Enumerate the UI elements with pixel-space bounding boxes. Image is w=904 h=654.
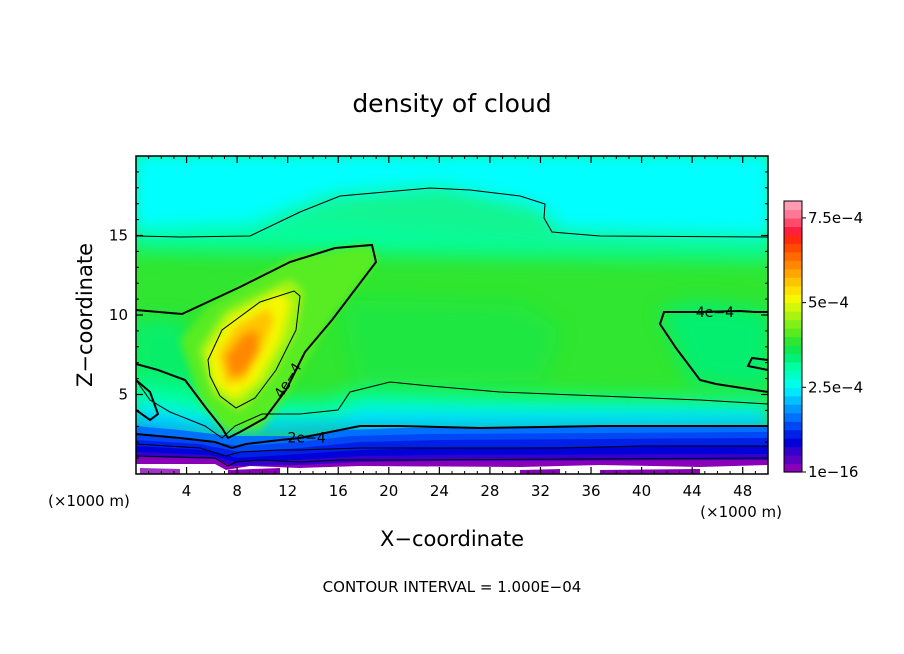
colorbar-swatch xyxy=(784,378,802,388)
colorbar-swatch xyxy=(784,226,802,236)
colorbar-swatch xyxy=(784,319,802,329)
x-axis-title: X−coordinate xyxy=(380,527,524,551)
colorbar-swatch xyxy=(784,455,802,465)
colorbar-frame xyxy=(783,200,803,473)
contour-0-bottom xyxy=(136,455,768,467)
contour-5e-4-core xyxy=(207,290,301,409)
field-band-cyan-top xyxy=(136,156,768,238)
contour-3e-4-top xyxy=(136,187,768,238)
colorbar-ticks: 1e−16 2.5e−4 5e−4 7.5e−4 xyxy=(802,209,863,481)
contour-3e-4-bottom xyxy=(136,379,768,439)
field-core xyxy=(180,244,378,432)
field-band-lower-cyan xyxy=(136,403,768,428)
colorbar-swatch xyxy=(784,421,802,431)
x-tick-label: 28 xyxy=(480,482,499,500)
field-band-lower-mint xyxy=(136,380,768,418)
colorbar-swatch xyxy=(784,387,802,397)
colorbar xyxy=(783,200,803,473)
colorbar-swatch xyxy=(784,243,802,253)
colorbar-swatch xyxy=(784,463,802,473)
bottom-layer-purple-strip-2 xyxy=(228,468,280,474)
colorbar-tick-label: 7.5e−4 xyxy=(808,209,863,227)
contour-label-group: 2e−4 xyxy=(288,430,326,446)
colorbar-swatch xyxy=(784,302,802,312)
x-tick-label: 48 xyxy=(733,482,752,500)
colorbar-swatch xyxy=(784,395,802,405)
colorbar-swatch xyxy=(784,361,802,371)
contour-label: 2e−4 xyxy=(288,430,326,446)
contour-label-group: 4e−4 xyxy=(696,305,734,321)
colorbar-swatch xyxy=(784,438,802,448)
colorbar-swatch xyxy=(784,429,802,439)
y-tick-label: 5 xyxy=(118,386,128,404)
colorbar-tick-label: 1e−16 xyxy=(808,463,858,481)
colorbar-swatch xyxy=(784,268,802,278)
colorbar-swatch xyxy=(784,217,802,228)
x-tick-label: 32 xyxy=(531,482,550,500)
colorbar-swatch xyxy=(784,201,802,211)
x-unit-left: (×1000 m) xyxy=(48,492,130,510)
colorbar-swatch xyxy=(784,412,802,422)
colorbar-swatch xyxy=(784,344,802,355)
bottom-layer-purple-strip-1 xyxy=(140,468,180,474)
colorbar-tick-label: 5e−4 xyxy=(808,294,849,312)
x-axis-ticks: 4 8 12 16 20 24 28 32 36 40 44 48 xyxy=(148,156,756,500)
chart-title: density of cloud xyxy=(352,89,551,118)
contour-4e-4-right-lobe xyxy=(658,309,768,393)
x-tick-label: 24 xyxy=(430,482,449,500)
field-band-light-green xyxy=(136,222,768,262)
contour-lines xyxy=(136,187,768,467)
y-tick-label: 10 xyxy=(109,306,128,324)
x-tick-label: 40 xyxy=(632,482,651,500)
colorbar-tick-label: 2.5e−4 xyxy=(808,378,863,396)
contour-1e-4-bottom xyxy=(136,443,768,457)
colorbar-swatch xyxy=(784,311,802,321)
contour-4e-4-left-lobe xyxy=(136,379,160,422)
colorbar-swatch xyxy=(784,209,802,219)
colorbar-swatch xyxy=(784,336,802,346)
colorbar-swatch xyxy=(784,251,802,261)
contour-interval-note: CONTOUR INTERVAL = 1.000E−04 xyxy=(323,578,582,596)
contour-4e-4-core xyxy=(136,243,378,440)
colorbar-swatch xyxy=(784,285,802,295)
x-tick-label: 20 xyxy=(379,482,398,500)
colorbar-swatch xyxy=(784,234,802,244)
field-region-center xyxy=(340,300,560,385)
colorbar-swatch xyxy=(784,446,802,456)
bottom-layer-purple-strip-4 xyxy=(600,469,700,474)
contour-2e-4-bottom xyxy=(136,425,768,450)
colorbar-swatch xyxy=(784,404,802,414)
y-tick-label: 15 xyxy=(109,227,128,245)
x-unit-right: (×1000 m) xyxy=(700,503,782,521)
colorbar-swatch xyxy=(784,370,802,380)
x-tick-label: 12 xyxy=(278,482,297,500)
plot-area: 4e−44e−42e−4 xyxy=(136,156,768,474)
colorbar-swatch xyxy=(784,294,802,304)
colorbar-swatch xyxy=(784,260,802,270)
colorbar-swatch xyxy=(784,353,802,363)
colorbar-swatch xyxy=(784,277,802,287)
y-axis-ticks: 5 10 15 xyxy=(109,171,768,459)
x-tick-label: 36 xyxy=(581,482,600,500)
x-tick-label: 44 xyxy=(683,482,702,500)
colorbar-swatch xyxy=(784,328,802,338)
x-tick-label: 16 xyxy=(329,482,348,500)
contour-label: 4e−4 xyxy=(696,305,734,321)
contour-4e-4-right-small xyxy=(746,356,768,371)
x-tick-label: 4 xyxy=(182,482,192,500)
x-tick-label: 8 xyxy=(232,482,242,500)
core-level-5 xyxy=(226,330,258,376)
field-region-right xyxy=(660,302,768,390)
y-axis-title: Z−coordinate xyxy=(73,243,97,387)
